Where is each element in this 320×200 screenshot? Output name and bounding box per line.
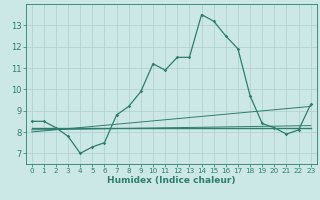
X-axis label: Humidex (Indice chaleur): Humidex (Indice chaleur) bbox=[107, 176, 236, 185]
